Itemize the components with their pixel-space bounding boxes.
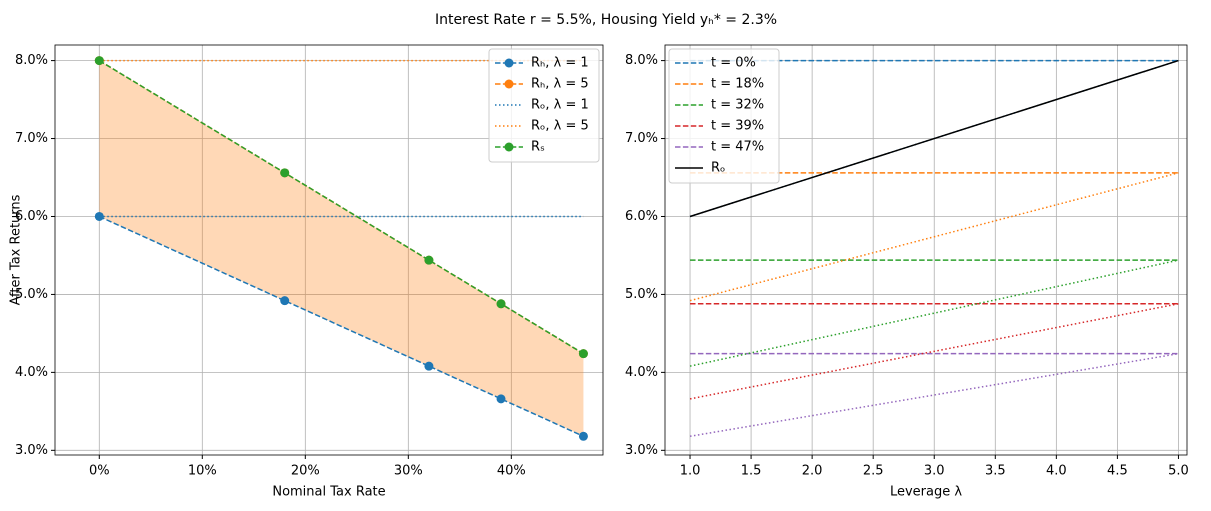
marker (280, 296, 290, 306)
legend-label: Rₒ, λ = 5 (531, 119, 589, 134)
x-tick-label: 30% (394, 464, 423, 479)
legend-marker (504, 142, 514, 152)
legend-label: Rₒ (711, 161, 725, 176)
y-tick-label: 3.0% (15, 443, 48, 458)
y-tick-label: 8.0% (15, 53, 48, 68)
plot-frame (54, 44, 604, 456)
legend-marker (504, 79, 514, 89)
legend-label: t = 18% (711, 77, 764, 92)
x-axis-label: Leverage λ (890, 485, 962, 500)
series-line (98, 215, 584, 437)
y-tick-label: 7.0% (15, 131, 48, 146)
x-tick-label: 3.5 (985, 464, 1006, 479)
series-line (689, 172, 1179, 302)
x-tick-label: 2.5 (863, 464, 884, 479)
y-tick-label: 6.0% (15, 209, 48, 224)
marker (280, 168, 290, 178)
x-tick-label: 1.0 (680, 464, 701, 479)
legend-label: Rₒ, λ = 1 (531, 98, 589, 113)
series-line (689, 303, 1179, 400)
legend-box (488, 48, 600, 163)
y-axis-label: After Tax Returns (9, 194, 24, 305)
x-tick-label: 4.5 (1107, 464, 1128, 479)
marker (424, 361, 434, 371)
legend-label: Rₕ, λ = 1 (531, 56, 589, 71)
series-line (98, 59, 584, 355)
y-tick-label: 5.0% (15, 287, 48, 302)
legend: Rₕ, λ = 1 Rₕ, λ = 5 Rₒ, λ = 1 Rₒ, λ = 5 Rₛ (488, 48, 600, 163)
legend-label: t = 32% (711, 98, 764, 113)
x-tick-label: 2.0 (802, 464, 823, 479)
y-tick-label: 7.0% (625, 131, 658, 146)
legend: t = 0% t = 18% t = 32% t = 39% t = 47% Rₒ (668, 48, 780, 184)
x-tick-label: 4.0 (1046, 464, 1067, 479)
x-tick-label: 20% (291, 464, 320, 479)
legend-marker (504, 58, 514, 68)
y-tick-label: 8.0% (625, 53, 658, 68)
plot-frame (664, 44, 1188, 456)
y-tick-label: 5.0% (625, 287, 658, 302)
series-line (689, 59, 1179, 218)
marker (578, 349, 588, 359)
figure-title: Interest Rate r = 5.5%, Housing Yield yₕ… (435, 12, 777, 28)
legend-label: t = 0% (711, 56, 756, 71)
x-tick-label: 3.0 (924, 464, 945, 479)
legend-label: t = 39% (711, 119, 764, 134)
series-line (689, 352, 1179, 438)
legend-label: Rₕ, λ = 5 (531, 77, 589, 92)
series-line (689, 259, 1179, 367)
marker (94, 56, 104, 66)
legend-box (668, 48, 780, 184)
y-tick-label: 4.0% (625, 365, 658, 380)
marker (496, 299, 506, 309)
marker (424, 255, 434, 265)
x-tick-label: 1.5 (741, 464, 762, 479)
y-tick-label: 6.0% (625, 209, 658, 224)
y-tick-label: 3.0% (625, 443, 658, 458)
y-tick-label: 4.0% (15, 365, 48, 380)
x-tick-label: 5.0 (1168, 464, 1189, 479)
x-tick-label: 40% (497, 464, 526, 479)
x-tick-label: 10% (188, 464, 217, 479)
x-tick-label: 0% (89, 464, 110, 479)
marker (578, 431, 588, 441)
marker (496, 394, 506, 404)
legend-label: t = 47% (711, 140, 764, 155)
legend-label: Rₛ (531, 140, 545, 155)
fill-area (99, 60, 584, 437)
x-axis-label: Nominal Tax Rate (272, 485, 385, 500)
